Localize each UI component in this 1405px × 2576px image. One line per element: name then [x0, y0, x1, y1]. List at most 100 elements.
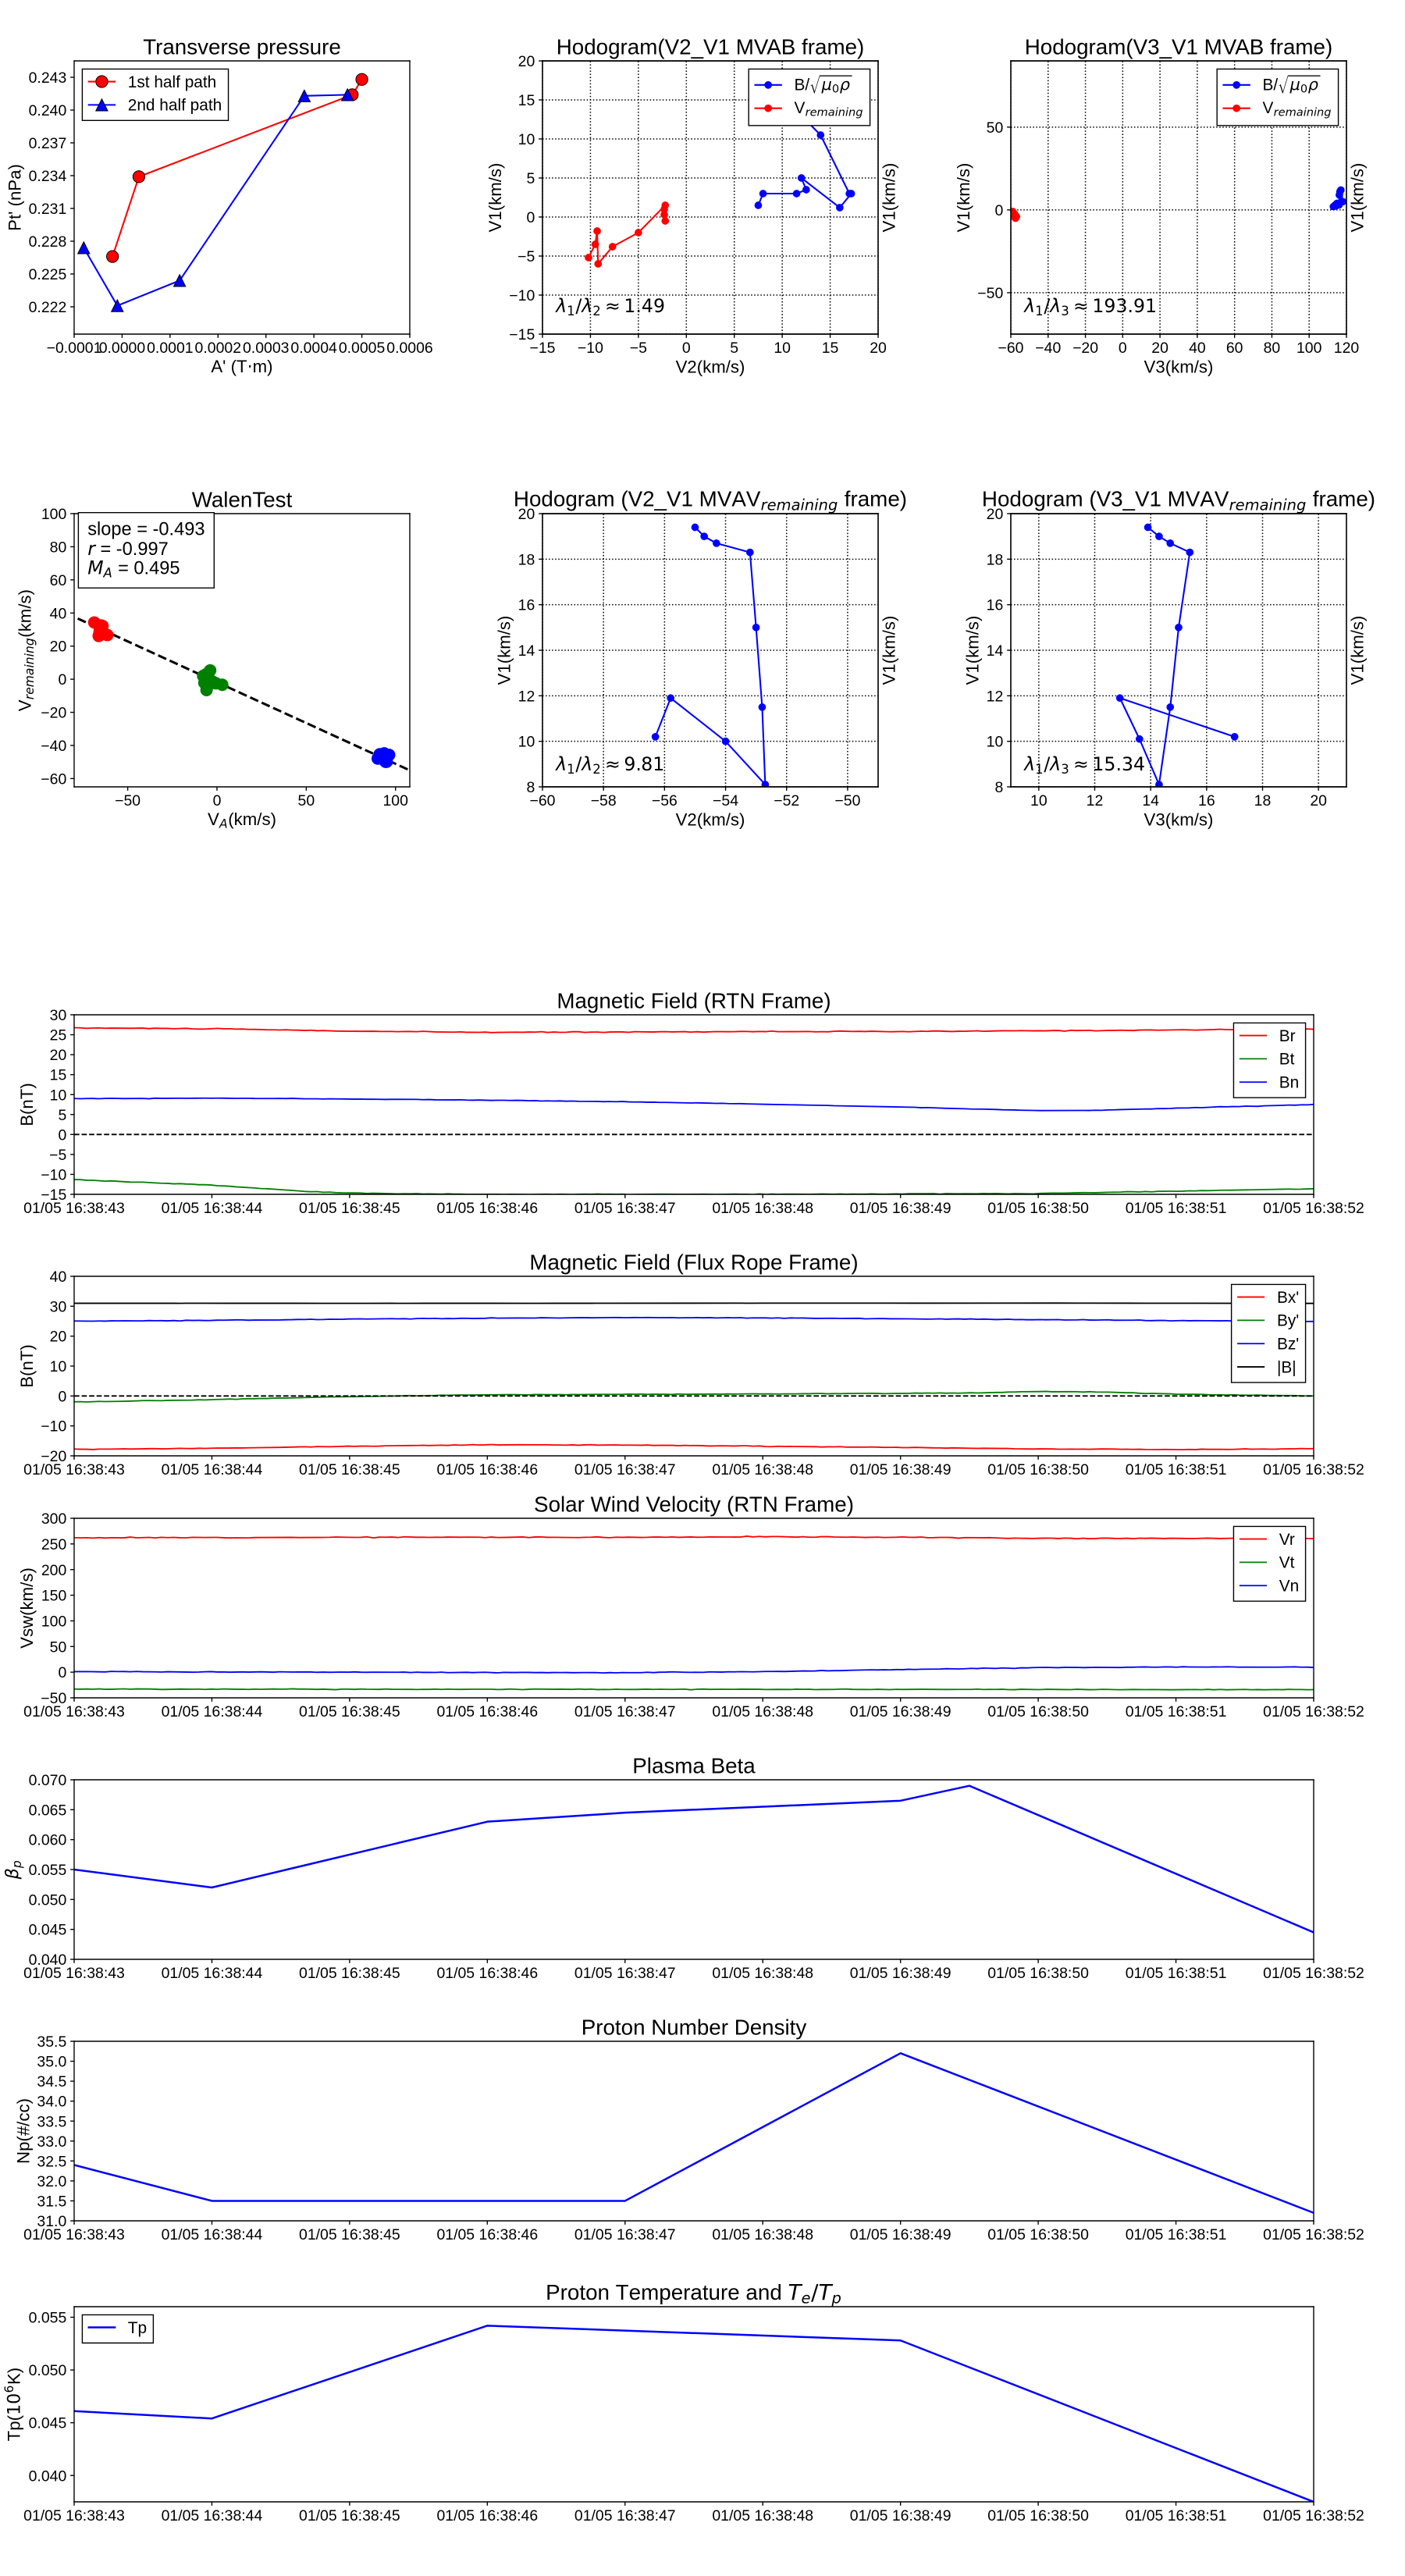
svg-text:10: 10 — [774, 340, 791, 357]
svg-text:30: 30 — [50, 1007, 67, 1024]
svg-text:0.0002: 0.0002 — [195, 340, 241, 357]
svg-text:−52: −52 — [774, 792, 799, 809]
svg-text:01/05 16:38:46: 01/05 16:38:46 — [436, 1461, 538, 1478]
svg-text:0: 0 — [58, 1388, 66, 1405]
svg-text:Np(#/cc): Np(#/cc) — [13, 2098, 33, 2164]
svg-text:A ' (: A ' ( T m ) ⋅ — [211, 357, 277, 377]
svg-text:0: 0 — [213, 792, 222, 809]
svg-text:10: 10 — [518, 734, 535, 751]
svg-text:34.0: 34.0 — [37, 2094, 66, 2111]
svg-text:V3(km/s): V3(km/s) — [1144, 358, 1214, 377]
svg-text:01/05 16:38:45: 01/05 16:38:45 — [299, 1703, 400, 1720]
svg-text:−20: −20 — [41, 705, 66, 722]
svg-text:12: 12 — [518, 688, 535, 705]
svg-text:Hodogram(V2_V1 MVAB frame): Hodogram(V2_V1 MVAB frame) — [557, 35, 865, 59]
svg-text:Br: Br — [1279, 1027, 1296, 1045]
svg-text:34.5: 34.5 — [37, 2073, 66, 2090]
svg-text:−10: −10 — [41, 1166, 66, 1183]
svg-text:01/05 16:38:48: 01/05 16:38:48 — [712, 1200, 813, 1217]
svg-text:01/05 16:38:52: 01/05 16:38:52 — [1263, 2507, 1364, 2524]
svg-text:0.040: 0.040 — [29, 1952, 67, 1969]
svg-text:50: 50 — [50, 1638, 67, 1656]
svg-text:Pt' (nPa): Pt' (nPa) — [5, 164, 24, 231]
svg-text:0: 0 — [58, 1126, 66, 1144]
svg-text:−60: −60 — [998, 340, 1024, 357]
svg-text:35.0: 35.0 — [37, 2054, 66, 2071]
svg-text:Magnetic Field (RTN Frame): Magnetic Field (RTN Frame) — [557, 989, 831, 1013]
svg-text:V1(km/s): V1(km/s) — [954, 163, 973, 233]
svg-text:01/05 16:38:52: 01/05 16:38:52 — [1263, 1965, 1364, 1982]
svg-text:H o d o: H o d o g r a m ( V 3 _ V 1 M V A V f r … — [982, 487, 1380, 514]
svg-text:01/05 16:38:52: 01/05 16:38:52 — [1263, 1200, 1364, 1217]
svg-text:01/05 16:38:51: 01/05 16:38:51 — [1126, 1200, 1227, 1217]
svg-text:2nd half path: 2nd half path — [128, 97, 222, 115]
svg-text:5: 5 — [730, 340, 738, 357]
svg-text:60: 60 — [50, 572, 67, 589]
svg-text:−10: −10 — [509, 287, 535, 304]
svg-text:01/05 16:38:44: 01/05 16:38:44 — [162, 1200, 263, 1217]
svg-text:18: 18 — [987, 551, 1004, 568]
svg-text:10: 10 — [1030, 792, 1048, 809]
svg-text:32.5: 32.5 — [37, 2153, 66, 2170]
svg-text:Hodogram(V3_V1 MVAB frame): Hodogram(V3_V1 MVAB frame) — [1025, 35, 1333, 59]
svg-text:01/05 16:38:48: 01/05 16:38:48 — [712, 1461, 813, 1478]
svg-text:10: 10 — [50, 1358, 67, 1375]
svg-text:14: 14 — [518, 642, 535, 660]
svg-text:20: 20 — [1151, 340, 1168, 357]
svg-text:01/05 16:38:52: 01/05 16:38:52 — [1263, 1461, 1364, 1478]
svg-text:−40: −40 — [41, 738, 66, 755]
svg-text:20: 20 — [50, 1047, 67, 1064]
svg-text:01/05 16:38:49: 01/05 16:38:49 — [850, 2226, 951, 2243]
svg-text:0.070: 0.070 — [29, 1772, 67, 1789]
svg-text:−50: −50 — [41, 1690, 66, 1707]
svg-text:−20: −20 — [1072, 340, 1098, 357]
svg-text:V1(km/s): V1(km/s) — [962, 616, 982, 685]
svg-text:5: 5 — [58, 1107, 66, 1124]
svg-text:200: 200 — [41, 1562, 67, 1579]
svg-text:01/05 16:38:44: 01/05 16:38:44 — [162, 1703, 263, 1720]
svg-text:40: 40 — [50, 1268, 67, 1286]
svg-text:0.045: 0.045 — [29, 2415, 67, 2432]
svg-text:01/05 16:38:47: 01/05 16:38:47 — [574, 2507, 676, 2524]
svg-text:0.050: 0.050 — [29, 2362, 67, 2379]
svg-text:0: 0 — [58, 671, 66, 688]
svg-text:01/05 16:38:49: 01/05 16:38:49 — [850, 1965, 951, 1982]
svg-text:Tp: Tp — [128, 2319, 147, 2337]
svg-text:−0.0001: −0.0001 — [47, 340, 102, 357]
svg-text:01/05 16:38:50: 01/05 16:38:50 — [987, 1703, 1089, 1720]
svg-text:01/05 16:38:47: 01/05 16:38:47 — [574, 1461, 676, 1478]
svg-text:0: 0 — [682, 340, 691, 357]
svg-text:0.040: 0.040 — [29, 2467, 67, 2485]
svg-text:01/05 16:38:47: 01/05 16:38:47 — [574, 1965, 676, 1982]
svg-text:01/05 16:38:51: 01/05 16:38:51 — [1126, 1703, 1227, 1720]
svg-text:V1(km/s): V1(km/s) — [486, 163, 505, 233]
svg-text:120: 120 — [1334, 340, 1360, 357]
svg-text:0.0004: 0.0004 — [290, 340, 337, 357]
svg-text:0.0005: 0.0005 — [339, 340, 385, 357]
svg-text:250: 250 — [41, 1536, 67, 1553]
svg-text:λ λ 1 2: λ λ 1 2 / ≈ 1 . 4 9 — [554, 295, 665, 319]
svg-text:−5: −5 — [49, 1147, 66, 1164]
svg-text:Proton Number Density: Proton Number Density — [582, 2016, 807, 2040]
svg-text:01/05 16:38:51: 01/05 16:38:51 — [1126, 1965, 1227, 1982]
svg-text:0.055: 0.055 — [29, 1862, 67, 1879]
svg-text:β p: β p — [2, 1860, 24, 1880]
svg-text:01/05 16:38:46: 01/05 16:38:46 — [436, 2507, 538, 2524]
svg-text:01/05 16:38:51: 01/05 16:38:51 — [1126, 2507, 1227, 2524]
svg-text:0.222: 0.222 — [29, 299, 67, 316]
svg-text:01/05 16:38:47: 01/05 16:38:47 — [574, 2226, 676, 2243]
svg-text:14: 14 — [987, 642, 1004, 660]
svg-text:B(nT): B(nT) — [17, 1083, 37, 1126]
svg-text:Magnetic Field (Flux Rope Fram: Magnetic Field (Flux Rope Frame) — [529, 1251, 858, 1275]
svg-text:01/05 16:38:49: 01/05 16:38:49 — [850, 1200, 951, 1217]
svg-text:01/05 16:38:50: 01/05 16:38:50 — [987, 1965, 1089, 1982]
svg-text:0.065: 0.065 — [29, 1802, 67, 1819]
svg-text:1st half path: 1st half path — [128, 73, 216, 91]
svg-text:01/05 16:38:44: 01/05 16:38:44 — [162, 1461, 263, 1478]
svg-text:100: 100 — [382, 792, 408, 809]
svg-text:01/05 16:38:43: 01/05 16:38:43 — [23, 2507, 125, 2524]
svg-text:01/05 16:38:44: 01/05 16:38:44 — [162, 2226, 263, 2243]
svg-text:100: 100 — [41, 1613, 67, 1630]
svg-text:Plasma Beta: Plasma Beta — [632, 1754, 756, 1778]
svg-text:01/05 16:38:45: 01/05 16:38:45 — [299, 1965, 400, 1982]
